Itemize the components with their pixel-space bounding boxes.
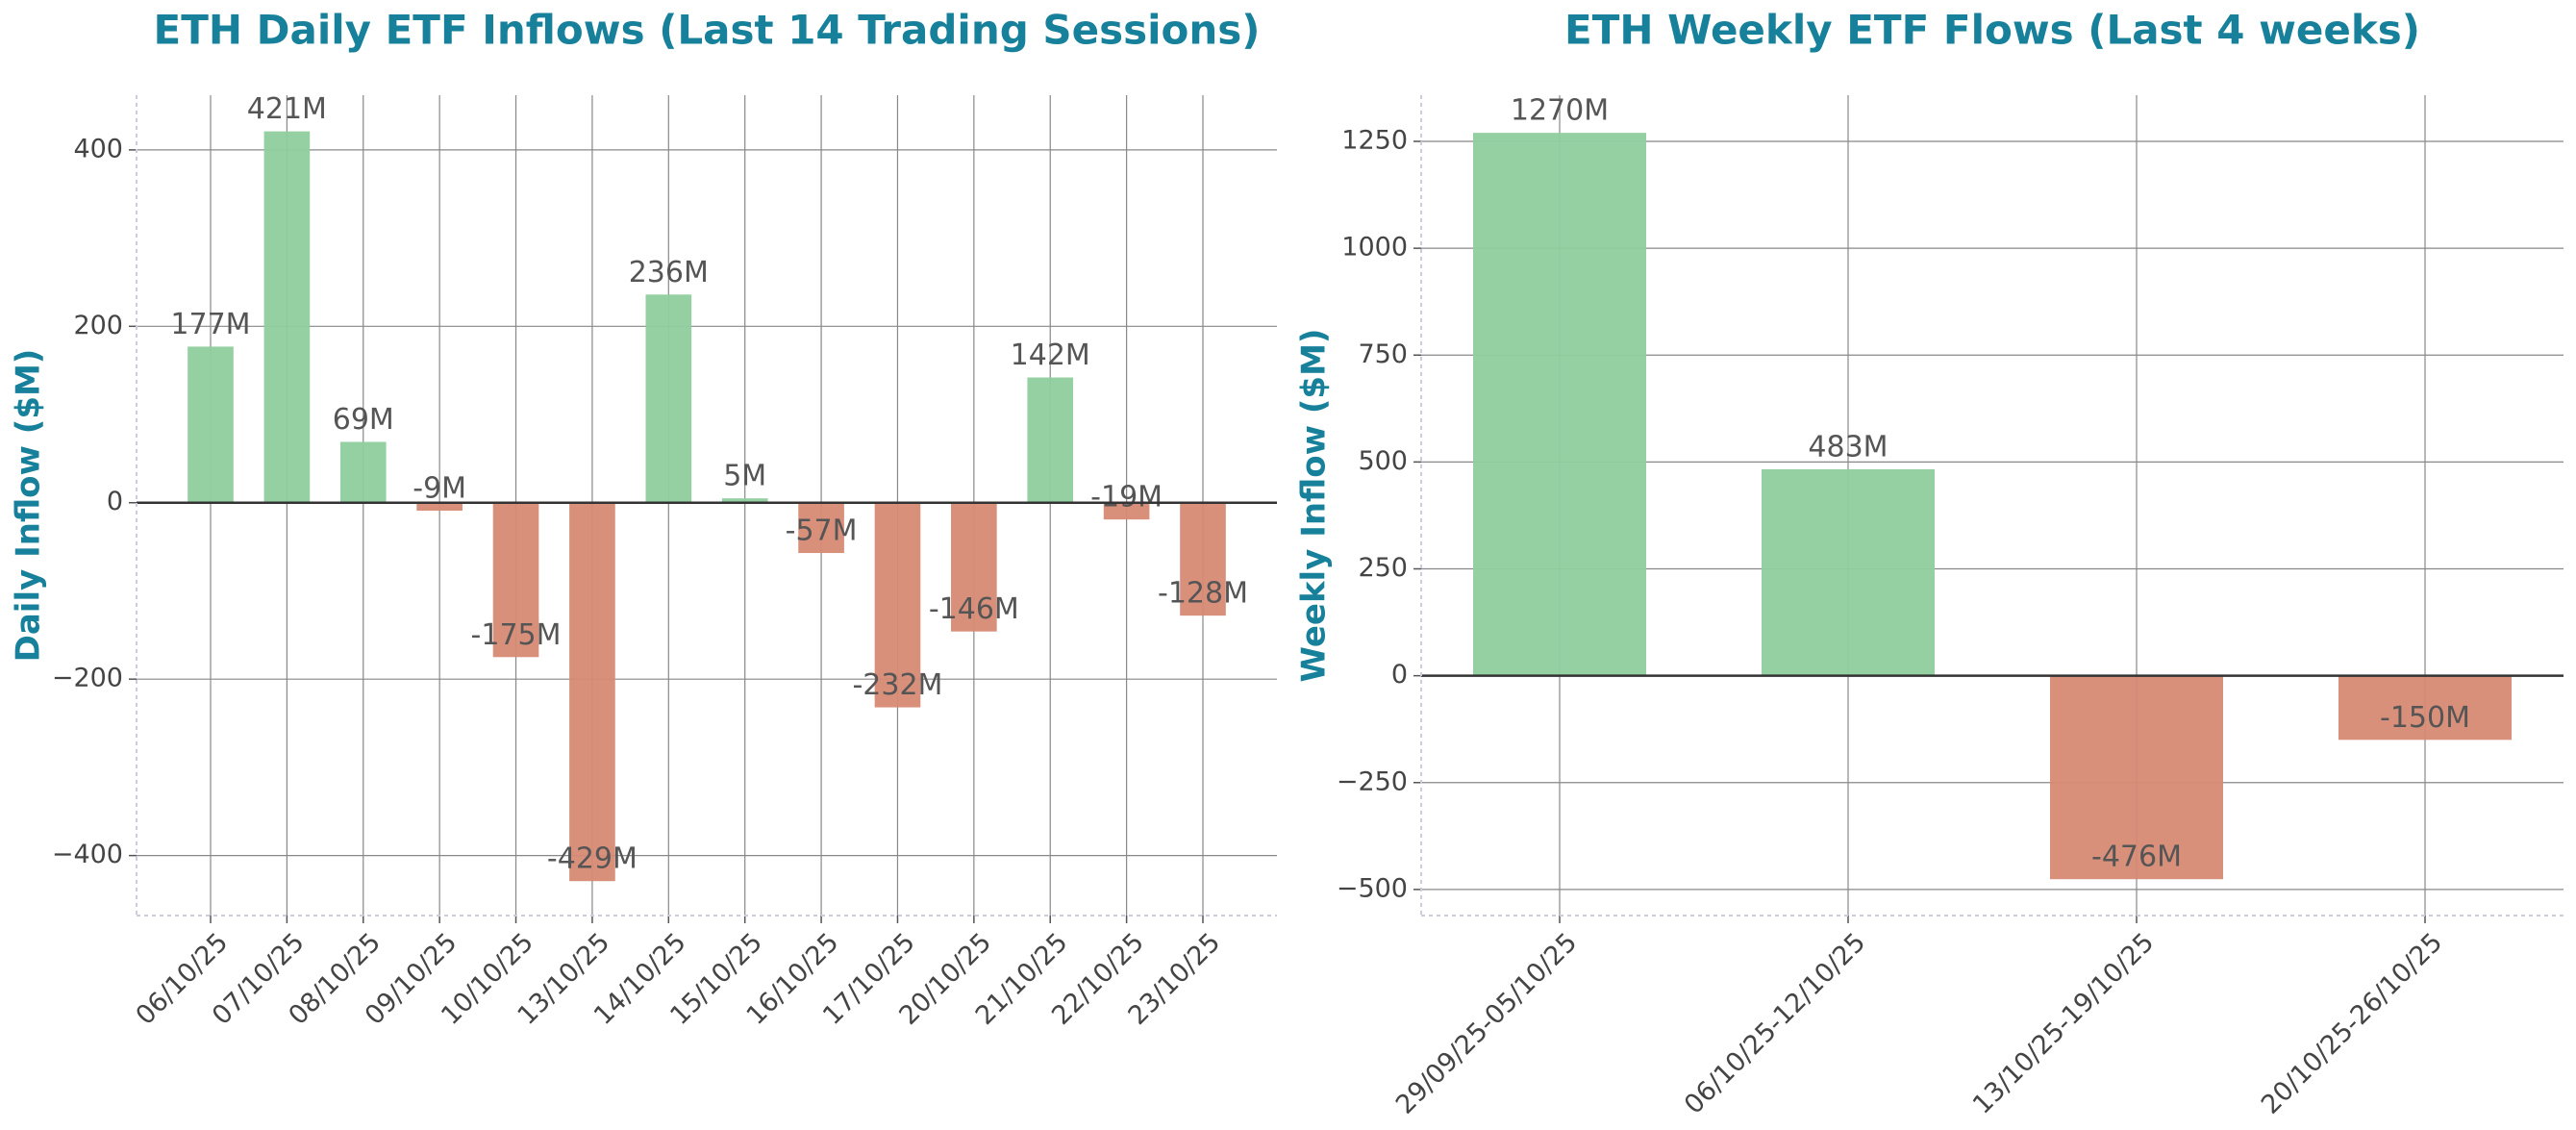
value-label: 69M: [333, 403, 394, 437]
bar: [645, 294, 692, 503]
bar: [951, 502, 997, 632]
chart-title: ETH Daily ETF Inflows (Last 14 Trading S…: [154, 7, 1261, 54]
value-label: 5M: [723, 460, 766, 493]
y-tick-label: 750: [1358, 339, 1408, 369]
y-tick-label: 0: [1391, 660, 1408, 690]
x-tick-label: 06/10/25-12/10/25: [1679, 927, 1871, 1119]
y-tick-label: 1000: [1341, 233, 1408, 263]
y-tick-label: 0: [107, 487, 123, 516]
chart: ETH Daily ETF Inflows (Last 14 Trading S…: [10, 7, 1277, 1031]
value-label: 236M: [629, 256, 709, 289]
bar: [1103, 502, 1150, 520]
value-label: -19M: [1090, 481, 1163, 515]
bar: [721, 498, 768, 503]
value-label: -9M: [413, 472, 466, 506]
bar: [1473, 133, 1646, 676]
value-label: -150M: [2380, 701, 2470, 735]
x-tick-label: 13/10/25-19/10/25: [1967, 927, 2160, 1119]
y-axis-label: Weekly Inflow ($M): [1295, 329, 1334, 683]
value-label: -146M: [929, 592, 1019, 626]
chart-title: ETH Weekly ETF Flows (Last 4 weeks): [1564, 7, 2420, 54]
value-label: 177M: [170, 308, 250, 341]
bar: [416, 502, 463, 512]
value-label: 421M: [247, 92, 327, 126]
y-tick-label: −250: [1337, 766, 1408, 796]
value-label: 483M: [1808, 430, 1888, 464]
y-axis-label: Daily Inflow ($M): [10, 349, 48, 663]
bar: [2050, 675, 2223, 880]
y-tick-label: −400: [52, 840, 123, 869]
chart: ETH Weekly ETF Flows (Last 4 weeks) Weekl…: [1295, 7, 2563, 1120]
value-label: 142M: [1011, 339, 1090, 372]
bar: [1180, 502, 1226, 616]
value-label: 1270M: [1511, 94, 1609, 128]
x-tick-label: 29/09/25-05/10/25: [1390, 927, 1583, 1119]
bar: [188, 346, 234, 503]
y-tick-label: 400: [73, 134, 123, 163]
bar: [339, 441, 387, 503]
y-tick-label: 250: [1358, 553, 1408, 583]
bar: [569, 502, 615, 882]
y-tick-label: −500: [1337, 873, 1408, 903]
bar: [1027, 377, 1074, 503]
bar: [492, 502, 539, 658]
bar: [874, 502, 921, 708]
y-tick-label: −200: [52, 664, 123, 693]
bar: [798, 502, 844, 554]
bar: [263, 131, 311, 503]
value-label: -57M: [786, 515, 858, 548]
bar: [2338, 675, 2512, 741]
value-label: -429M: [547, 842, 638, 876]
bar: [1762, 468, 1935, 676]
y-tick-label: 1250: [1341, 126, 1408, 156]
value-label: -128M: [1158, 577, 1248, 611]
y-tick-label: 200: [73, 311, 123, 340]
value-label: -476M: [2091, 841, 2182, 874]
y-tick-label: 500: [1358, 446, 1408, 476]
x-tick-label: 20/10/25-26/10/25: [2256, 927, 2448, 1119]
value-label: -232M: [852, 668, 942, 702]
value-label: -175M: [471, 618, 562, 652]
